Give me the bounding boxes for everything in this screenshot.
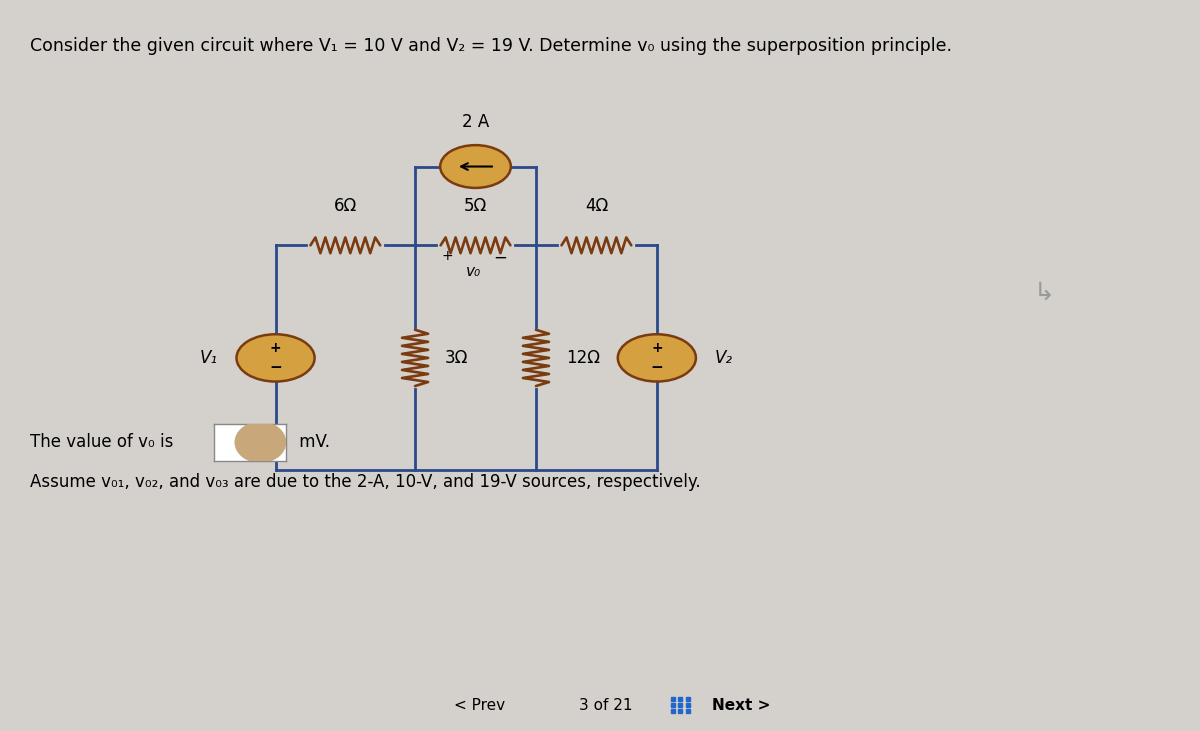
Text: Next >: Next > [712,698,770,713]
Text: −: − [650,360,664,375]
Circle shape [440,145,511,188]
Text: 3Ω: 3Ω [445,349,468,367]
Text: 12Ω: 12Ω [565,349,600,367]
Circle shape [236,334,314,382]
Text: ↳: ↳ [1033,281,1055,304]
Text: 5Ω: 5Ω [464,197,487,216]
Circle shape [618,334,696,382]
Text: < Prev: < Prev [455,698,505,713]
Text: −: − [269,360,282,375]
Text: mV.: mV. [294,433,330,451]
Text: 2 A: 2 A [462,113,490,131]
Text: −: − [493,248,508,266]
Text: 3 of 21: 3 of 21 [580,698,632,713]
Text: V₁: V₁ [200,349,218,367]
Text: Assume v₀₁, v₀₂, and v₀₃ are due to the 2-A, 10-V, and 19-V sources, respectivel: Assume v₀₁, v₀₂, and v₀₃ are due to the … [30,474,701,491]
Text: V₂: V₂ [714,349,732,367]
Text: +: + [270,341,281,355]
Text: Consider the given circuit where V₁ = 10 V and V₂ = 19 V. Determine v₀ using the: Consider the given circuit where V₁ = 10… [30,37,952,55]
Text: +: + [652,341,662,355]
Text: The value of v₀ is: The value of v₀ is [30,433,173,451]
Text: v₀: v₀ [466,264,481,279]
Text: +: + [442,249,454,263]
Text: 6Ω: 6Ω [334,197,356,216]
Text: 4Ω: 4Ω [584,197,608,216]
Ellipse shape [235,422,286,463]
